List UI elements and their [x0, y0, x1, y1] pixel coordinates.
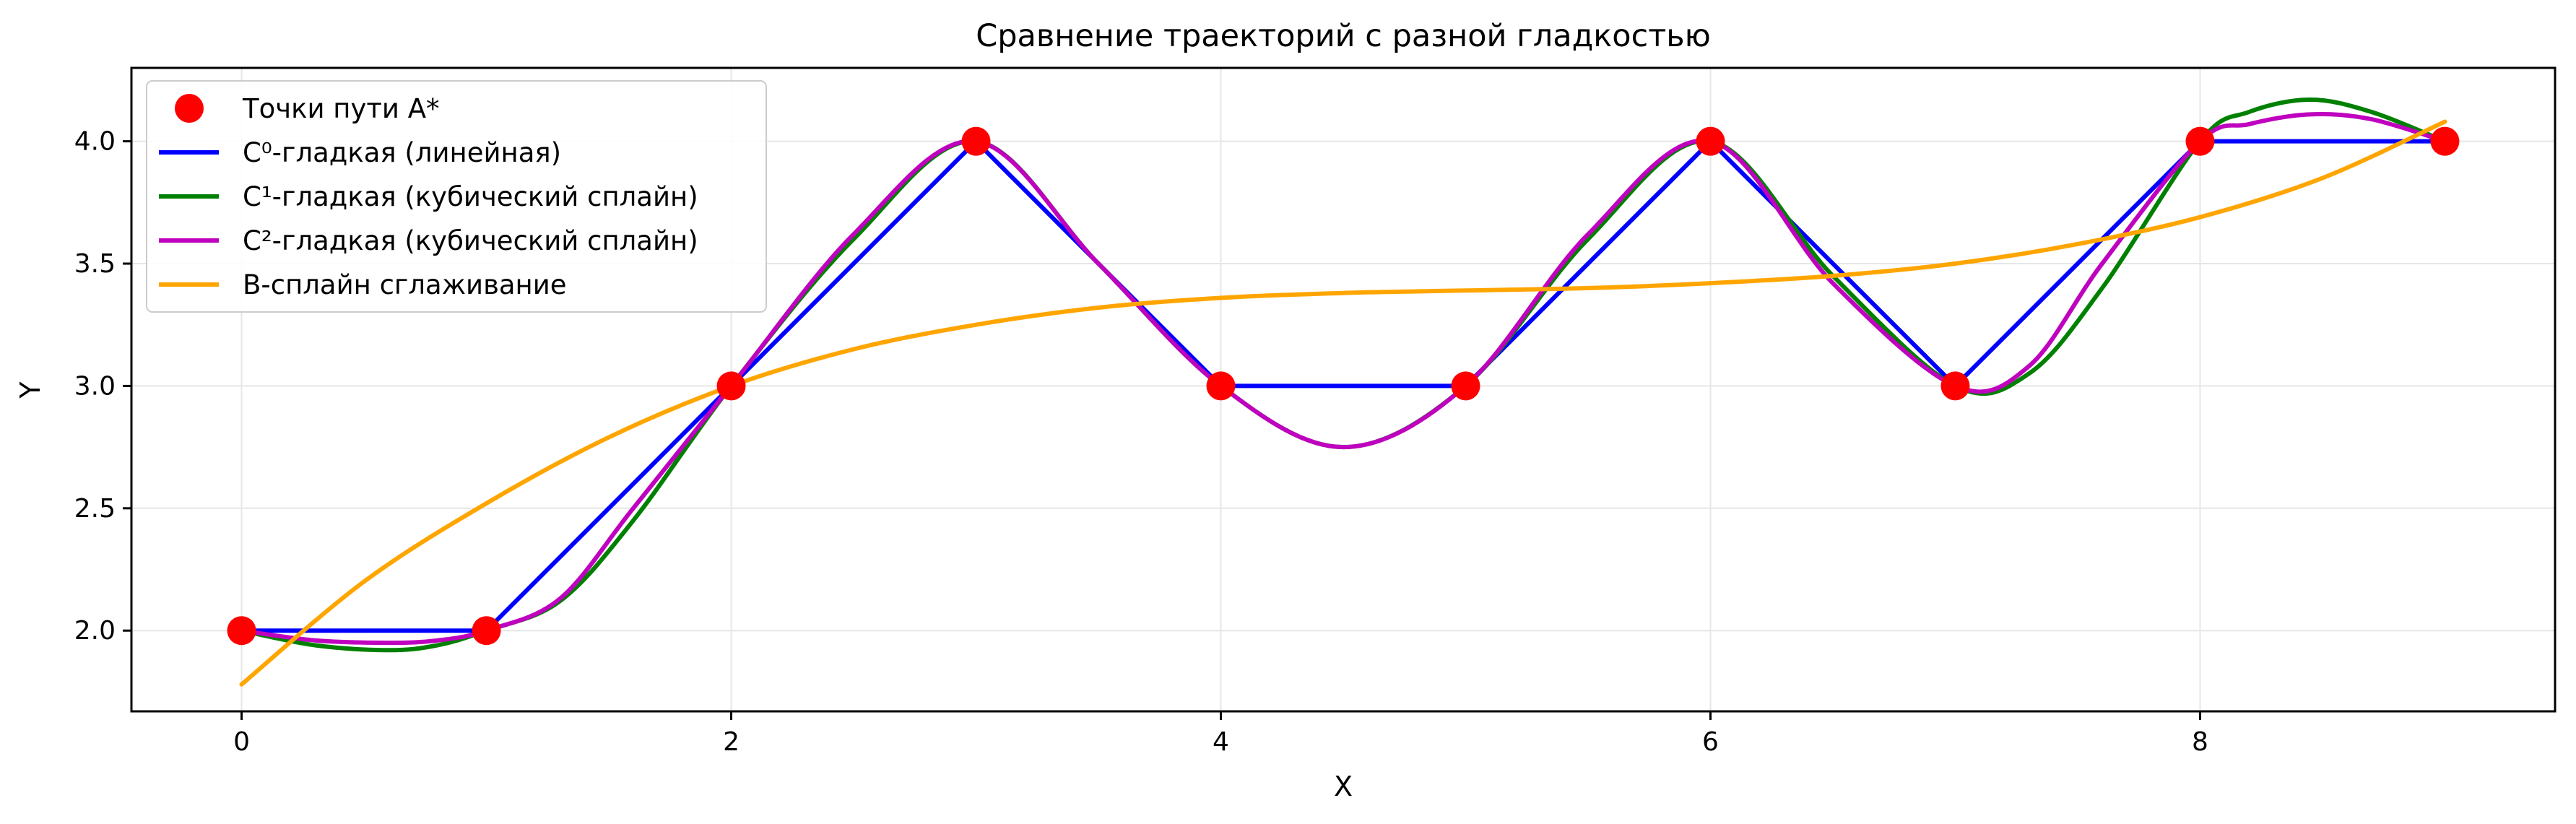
x-tick-label: 2: [723, 727, 740, 757]
curves: [239, 97, 2447, 687]
legend-label-4: B-сплайн сглаживание: [243, 269, 567, 300]
x-tick-label: 0: [233, 727, 250, 757]
y-tick-label: 3.0: [74, 371, 116, 401]
x-axis-ticks: 0 2 4 6 8: [233, 711, 2208, 757]
legend-box: [146, 80, 767, 313]
path-points: [227, 126, 2460, 646]
legend-swatch-points: [175, 94, 204, 123]
path-point: [472, 616, 501, 646]
grid: [131, 68, 2555, 711]
x-tick-label: 4: [1213, 727, 1229, 757]
x-tick-label: 6: [1702, 727, 1719, 757]
legend-label-points: Точки пути A*: [242, 93, 440, 124]
path-point: [1451, 371, 1480, 401]
x-axis-label: X: [1334, 771, 1353, 802]
legend-label-1: C⁰-гладкая (линейная): [243, 137, 561, 168]
path-point: [1696, 126, 1725, 156]
y-axis-label: Y: [14, 381, 46, 399]
y-tick-label: 2.5: [74, 494, 116, 524]
path-point: [1206, 371, 1236, 401]
path-point: [716, 371, 746, 401]
path-point: [961, 126, 991, 156]
x-tick-label: 8: [2192, 727, 2208, 757]
series-line-1: [239, 139, 2447, 633]
path-point: [1940, 371, 1970, 401]
y-tick-label: 3.5: [74, 249, 116, 279]
path-point: [227, 616, 256, 646]
y-axis-ticks: 2.0 2.5 3.0 3.5 4.0: [74, 127, 131, 646]
y-tick-label: 2.0: [74, 616, 116, 646]
legend-label-2: C¹-гладкая (кубический сплайн): [243, 181, 698, 212]
path-point: [2185, 126, 2215, 156]
legend: Точки пути A* C⁰-гладкая (линейная) C¹-гла…: [146, 80, 767, 313]
y-tick-label: 4.0: [74, 127, 116, 157]
chart-title: Сравнение траекторий с разной гладкостью: [976, 18, 1711, 54]
path-point: [2430, 126, 2460, 156]
series-line-4: [239, 119, 2447, 687]
plot-area-frame: [130, 66, 2557, 713]
legend-label-3: C²-гладкая (кубический сплайн): [243, 225, 698, 256]
